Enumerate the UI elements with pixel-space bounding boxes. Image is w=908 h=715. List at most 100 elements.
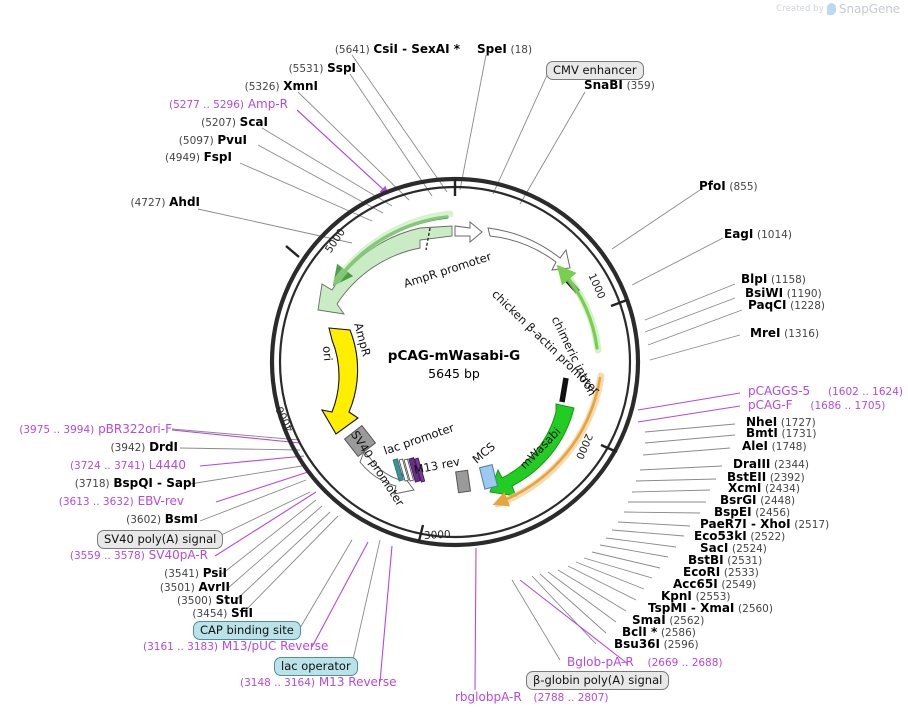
label-paer7i-xhoi[interactable]: PaeR7I - XhoI (2517) xyxy=(700,518,829,532)
label-bcli[interactable]: BclI * (2586) xyxy=(622,626,696,640)
terminator-bar-2 xyxy=(559,377,569,403)
label-paqci[interactable]: PaqCI (1228) xyxy=(748,299,825,313)
label-acc65i[interactable]: Acc65I (2549) xyxy=(673,578,756,592)
label-bmti[interactable]: BmtI (1731) xyxy=(746,427,816,441)
label-psii[interactable]: (3541) PsiI xyxy=(0,567,227,581)
label-position: (2788 .. 2807) xyxy=(533,692,609,704)
label-bsrgi[interactable]: BsrGI (2448) xyxy=(720,494,795,508)
label-bspqi-sapi[interactable]: (3718) BspQI - SapI xyxy=(0,477,196,491)
label-ahdi[interactable]: (4727) AhdI xyxy=(40,196,200,210)
label-position: (3975 .. 3994) xyxy=(19,424,95,436)
label-position: (359) xyxy=(626,80,655,92)
label-eagi[interactable]: EagI (1014) xyxy=(724,228,792,242)
label-primer-sv40pa-r[interactable]: (3559 .. 3578) SV40pA-R xyxy=(0,549,208,563)
label-eco53ki[interactable]: Eco53kI (2522) xyxy=(694,530,785,544)
snapgene-logo-icon xyxy=(826,3,836,15)
chip-sv40-polya-signal[interactable]: SV40 poly(A) signal xyxy=(97,530,224,549)
label-bsmi[interactable]: (3602) BsmI xyxy=(0,513,198,527)
label-position: (2434) xyxy=(765,483,800,495)
label-xmni[interactable]: (5326) XmnI xyxy=(60,80,318,94)
label-name: BlpI xyxy=(741,272,768,286)
label-kpni[interactable]: KpnI (2553) xyxy=(661,590,730,604)
label-name: KpnI xyxy=(661,589,692,603)
label-xcmi[interactable]: XcmI (2434) xyxy=(728,482,800,496)
label-name: BspEI xyxy=(714,505,752,519)
label-position: (5326) xyxy=(244,81,280,93)
label-name: PaeR7I - XhoI xyxy=(700,517,791,531)
label-name: BsrGI xyxy=(720,493,757,507)
label-position: (2553) xyxy=(695,591,731,603)
label-saci[interactable]: SacI (2524) xyxy=(700,542,767,556)
label-name: pCAGGS-5 xyxy=(748,384,811,398)
label-pvui[interactable]: (5097) PvuI xyxy=(60,134,247,148)
label-sfii[interactable]: (3454) SfiI xyxy=(0,607,253,621)
primer-leaders-right xyxy=(637,392,741,423)
chip-lac-operator[interactable]: lac operator xyxy=(274,657,358,676)
label-fspi[interactable]: (4949) FspI xyxy=(60,151,232,165)
label-mrei[interactable]: MreI (1316) xyxy=(750,327,819,341)
label-csii-sexai[interactable]: (5641) CsiI - SexAI * xyxy=(60,43,460,57)
label-bspei[interactable]: BspEI (2456) xyxy=(714,506,790,520)
label-spei[interactable]: SpeI (18) xyxy=(477,43,532,57)
plasmid-name: pCAG-mWasabi-G xyxy=(387,348,521,364)
label-primer-pcag-f[interactable]: pCAG-F (1686 .. 1705) xyxy=(748,399,885,413)
label-snabi[interactable]: SnaBI (359) xyxy=(584,79,655,93)
label-bsu36i[interactable]: Bsu36I (2596) xyxy=(614,638,699,652)
tick-label-3000: 3000 xyxy=(423,528,452,542)
label-tspmi-xmai[interactable]: TspMI - XmaI (2560) xyxy=(648,602,773,616)
label-pfoi[interactable]: PfoI (855) xyxy=(699,180,758,194)
label-ecori[interactable]: EcoRI (2533) xyxy=(683,566,759,580)
chip-bglobin-polya-signal[interactable]: β-globin poly(A) signal xyxy=(526,671,670,690)
label-primer-m13-puc-reverse[interactable]: (3161 .. 3183) M13/pUC Reverse xyxy=(143,640,328,654)
label-name: AhdI xyxy=(169,195,200,209)
label-alei[interactable]: AleI (1748) xyxy=(742,440,807,454)
label-position: (3724 .. 3741) xyxy=(69,460,145,472)
label-position: (3161 .. 3183) xyxy=(143,641,218,653)
label-scai[interactable]: (5207) ScaI xyxy=(60,116,268,130)
label-bstbi[interactable]: BstBI (2531) xyxy=(688,554,762,568)
feature-lac-region-bands xyxy=(392,457,426,483)
label-position: (2560) xyxy=(738,603,773,615)
label-avrii[interactable]: (3501) AvrII xyxy=(0,581,230,595)
label-name: PfoI xyxy=(699,179,726,193)
label-primer-ebv-rev[interactable]: (3613 .. 3632) EBV-rev xyxy=(0,495,184,509)
label-position: (5097) xyxy=(178,135,214,147)
label-name: Bsu36I xyxy=(614,637,660,651)
label-name: ScaI xyxy=(239,115,268,129)
label-primer-pcaggs-5[interactable]: pCAGGS-5 (1602 .. 1624) xyxy=(748,385,903,399)
label-primer-m13-reverse[interactable]: (3148 .. 3164) M13 Reverse xyxy=(240,676,397,690)
label-position: (3942) xyxy=(110,442,146,454)
label-position: (1602 .. 1624) xyxy=(828,386,904,398)
label-name: MreI xyxy=(750,326,781,340)
label-primer-l4440[interactable]: (3724 .. 3741) L4440 xyxy=(0,459,186,473)
chip-cmv-enhancer[interactable]: CMV enhancer xyxy=(546,61,644,80)
label-position: (1158) xyxy=(770,274,806,286)
label-primer-rbglobpa-r[interactable]: rbglobpA-R (2788 .. 2807) xyxy=(455,691,609,705)
chip-cap-binding-site[interactable]: CAP binding site xyxy=(193,621,301,640)
label-draiii[interactable]: DraIII (2344) xyxy=(733,458,809,472)
leader-lines-left xyxy=(171,428,381,665)
label-position: (3148 .. 3164) xyxy=(240,677,315,689)
label-stui[interactable]: (3500) StuI xyxy=(0,594,243,608)
label-smai[interactable]: SmaI (2562) xyxy=(632,614,704,628)
label-nhei[interactable]: NheI (1727) xyxy=(746,416,816,430)
label-position: (3454) xyxy=(192,608,228,620)
label-primer-pbr322ori-f[interactable]: (3975 .. 3994) pBR322ori-F xyxy=(0,423,172,437)
label-position: (2456) xyxy=(755,507,791,519)
label-name: BmtI xyxy=(746,426,778,440)
label-bsteii[interactable]: BstEII (2392) xyxy=(727,471,805,485)
label-name: DrdI xyxy=(149,440,178,454)
label-sspi[interactable]: (5531) SspI xyxy=(60,62,356,76)
leader-lines-right-mid xyxy=(511,423,736,661)
label-name: SmaI xyxy=(632,613,666,627)
label-drdi[interactable]: (3942) DrdI xyxy=(0,441,178,455)
label-name: SfiI xyxy=(230,606,253,620)
label-primer-amp-r[interactable]: (5277 .. 5296) Amp-R xyxy=(60,98,288,112)
label-primer-bglob-pa-r[interactable]: Bglob-pA-R (2669 .. 2688) xyxy=(567,656,723,670)
label-bsiwi[interactable]: BsiWI (1190) xyxy=(745,287,822,301)
primer-leaders-left xyxy=(171,429,477,691)
label-name: PsiI xyxy=(202,566,227,580)
label-blpi[interactable]: BlpI (1158) xyxy=(741,273,806,287)
label-position: (3718) xyxy=(74,478,110,490)
